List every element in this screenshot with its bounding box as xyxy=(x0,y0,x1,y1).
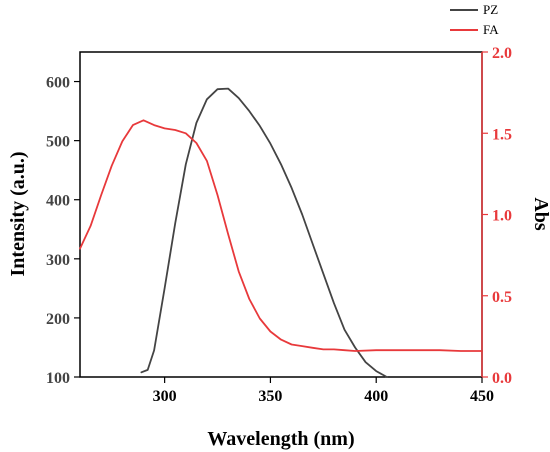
y-right-tick-label-0: 0.0 xyxy=(492,370,512,387)
y-left-tick-label-5: 600 xyxy=(46,75,70,92)
ticks: 300 350 400 450 100 200 300 400 500 600 0.0 0.5 1.0 1… xyxy=(46,45,512,405)
plot-frame xyxy=(79,51,483,378)
legend-label-pz: PZ xyxy=(483,2,498,17)
x-tick-label-2: 400 xyxy=(364,388,388,405)
y-left-tick-label-4: 500 xyxy=(46,134,70,151)
x-tick-label-0: 300 xyxy=(153,388,177,405)
y-right-tick-label-4: 2.0 xyxy=(492,45,512,62)
legend-label-fa: FA xyxy=(483,22,499,37)
y-right-tick-label-2: 1.0 xyxy=(492,208,512,225)
x-tick-label-3: 450 xyxy=(470,388,494,405)
y-left-axis-title: Intensity (a.u.) xyxy=(7,151,29,276)
series-layer xyxy=(79,87,483,378)
legend: PZ FA xyxy=(450,2,499,37)
x-tick-label-1: 350 xyxy=(258,388,282,405)
x-axis-title: Wavelength (nm) xyxy=(207,428,354,450)
y-left-tick-label-0: 100 xyxy=(46,370,70,387)
y-left-tick-label-3: 400 xyxy=(46,193,70,210)
y-right-axis-title: Abs xyxy=(530,197,550,231)
series-line-fa xyxy=(79,119,483,352)
y-right-tick-label-1: 0.5 xyxy=(492,289,512,306)
series-line-pz xyxy=(140,87,388,378)
y-left-tick-label-2: 300 xyxy=(46,252,70,269)
y-left-tick-label-1: 200 xyxy=(46,311,70,328)
y-right-tick-label-3: 1.5 xyxy=(492,126,512,143)
